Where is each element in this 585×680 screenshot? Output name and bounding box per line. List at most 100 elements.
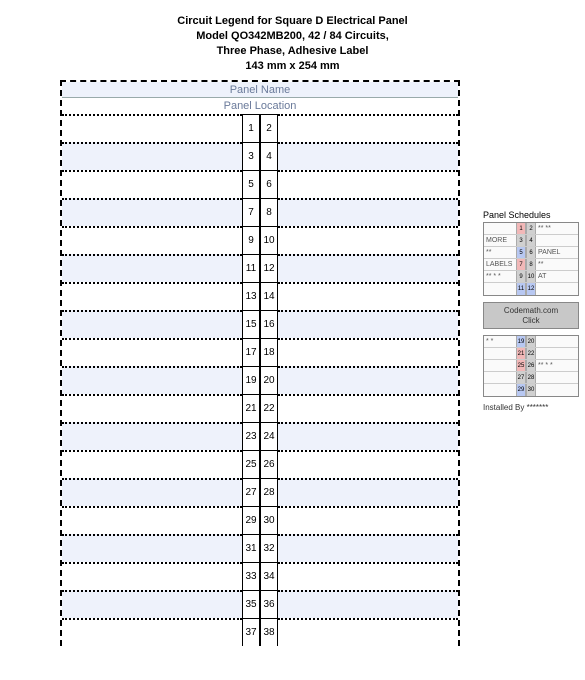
circuit-number-left: 13 [242, 282, 260, 310]
circuit-row: 2930 [62, 506, 458, 534]
mini-row: 2526** * * [484, 360, 578, 372]
mini-row: **56PANEL [484, 247, 578, 259]
circuit-right-cell [278, 422, 458, 450]
mini-left-label: ** [484, 247, 516, 258]
circuit-number-right: 12 [260, 254, 278, 282]
circuit-number-right: 26 [260, 450, 278, 478]
mini-row: 1112 [484, 283, 578, 295]
mini-left-label [484, 283, 516, 295]
circuit-number-right: 4 [260, 142, 278, 170]
mini-num-b: 22 [526, 348, 536, 359]
mini-num-a: 1 [516, 223, 526, 234]
circuit-number-right: 8 [260, 198, 278, 226]
circuit-row: 78 [62, 198, 458, 226]
circuit-row: 34 [62, 142, 458, 170]
mini-num-a: 27 [516, 372, 526, 383]
circuit-number-right: 18 [260, 338, 278, 366]
circuit-number-left: 25 [242, 450, 260, 478]
circuit-number-left: 17 [242, 338, 260, 366]
circuit-right-cell [278, 618, 458, 646]
mini-right-label [536, 384, 578, 396]
header-line-2: Model QO342MB200, 42 / 84 Circuits, [0, 29, 585, 44]
mini-num-b: 4 [526, 235, 536, 246]
mini-left-label: MORE [484, 235, 516, 246]
header-line-3: Three Phase, Adhesive Label [0, 44, 585, 59]
panel-name-row: Panel Name [62, 82, 458, 98]
circuit-left-cell [62, 562, 242, 590]
mini-right-label [536, 348, 578, 359]
circuit-row: 1718 [62, 338, 458, 366]
circuit-right-cell [278, 478, 458, 506]
circuit-right-cell [278, 226, 458, 254]
circuit-right-cell [278, 590, 458, 618]
circuit-left-cell [62, 534, 242, 562]
mini-num-a: 21 [516, 348, 526, 359]
circuit-row: 1516 [62, 310, 458, 338]
circuit-right-cell [278, 338, 458, 366]
circuit-right-cell [278, 534, 458, 562]
mini-right-label: PANEL [536, 247, 578, 258]
circuit-number-left: 7 [242, 198, 260, 226]
mini-left-label [484, 384, 516, 396]
circuit-row: 2526 [62, 450, 458, 478]
panel-location-row: Panel Location [62, 98, 458, 114]
circuit-number-left: 9 [242, 226, 260, 254]
circuit-number-left: 33 [242, 562, 260, 590]
circuit-number-right: 14 [260, 282, 278, 310]
mini-left-label [484, 372, 516, 383]
mini-right-label [536, 235, 578, 246]
circuit-row: 1314 [62, 282, 458, 310]
circuit-number-left: 23 [242, 422, 260, 450]
circuit-row: 3132 [62, 534, 458, 562]
circuit-left-cell [62, 590, 242, 618]
mini-left-label [484, 348, 516, 359]
mini-left-label: * * [484, 336, 516, 347]
circuit-left-cell [62, 506, 242, 534]
circuit-number-right: 20 [260, 366, 278, 394]
mini-row: 12** ** [484, 223, 578, 235]
circuit-number-right: 38 [260, 618, 278, 646]
circuit-right-cell [278, 506, 458, 534]
circuit-left-cell [62, 170, 242, 198]
circuit-number-left: 29 [242, 506, 260, 534]
circuit-row: 3334 [62, 562, 458, 590]
circuit-left-cell [62, 282, 242, 310]
circuit-number-left: 19 [242, 366, 260, 394]
mini-left-label [484, 360, 516, 371]
mini-num-b: 6 [526, 247, 536, 258]
mini-right-label: AT [536, 271, 578, 282]
circuit-right-cell [278, 562, 458, 590]
circuit-right-cell [278, 142, 458, 170]
mini-row: LABELS78** [484, 259, 578, 271]
circuit-number-left: 21 [242, 394, 260, 422]
mini-right-label: ** ** [536, 223, 578, 234]
mini-right-label [536, 372, 578, 383]
circuit-left-cell [62, 226, 242, 254]
mini-num-b: 26 [526, 360, 536, 371]
header-line-1: Circuit Legend for Square D Electrical P… [0, 14, 585, 29]
circuit-left-cell [62, 338, 242, 366]
circuit-left-cell [62, 198, 242, 226]
circuit-right-cell [278, 198, 458, 226]
circuit-number-right: 24 [260, 422, 278, 450]
circuit-row: 910 [62, 226, 458, 254]
circuit-row: 12 [62, 114, 458, 142]
circuit-number-right: 10 [260, 226, 278, 254]
circuit-left-cell [62, 394, 242, 422]
mini-row: ** * *910AT [484, 271, 578, 283]
mini-num-a: 9 [516, 271, 526, 282]
mini-row: 2728 [484, 372, 578, 384]
mini-num-b: 2 [526, 223, 536, 234]
circuit-left-cell [62, 254, 242, 282]
mini-right-label: ** * * [536, 360, 578, 371]
codemath-badge[interactable]: Codemath.com Click [483, 302, 579, 329]
mini-num-a: 3 [516, 235, 526, 246]
circuit-left-cell [62, 366, 242, 394]
circuit-row: 2324 [62, 422, 458, 450]
circuit-number-left: 35 [242, 590, 260, 618]
circuit-left-cell [62, 618, 242, 646]
installed-by: Installed By ******* [483, 403, 579, 412]
circuit-left-cell [62, 478, 242, 506]
mini-right-label: ** [536, 259, 578, 270]
circuit-row: 2728 [62, 478, 458, 506]
